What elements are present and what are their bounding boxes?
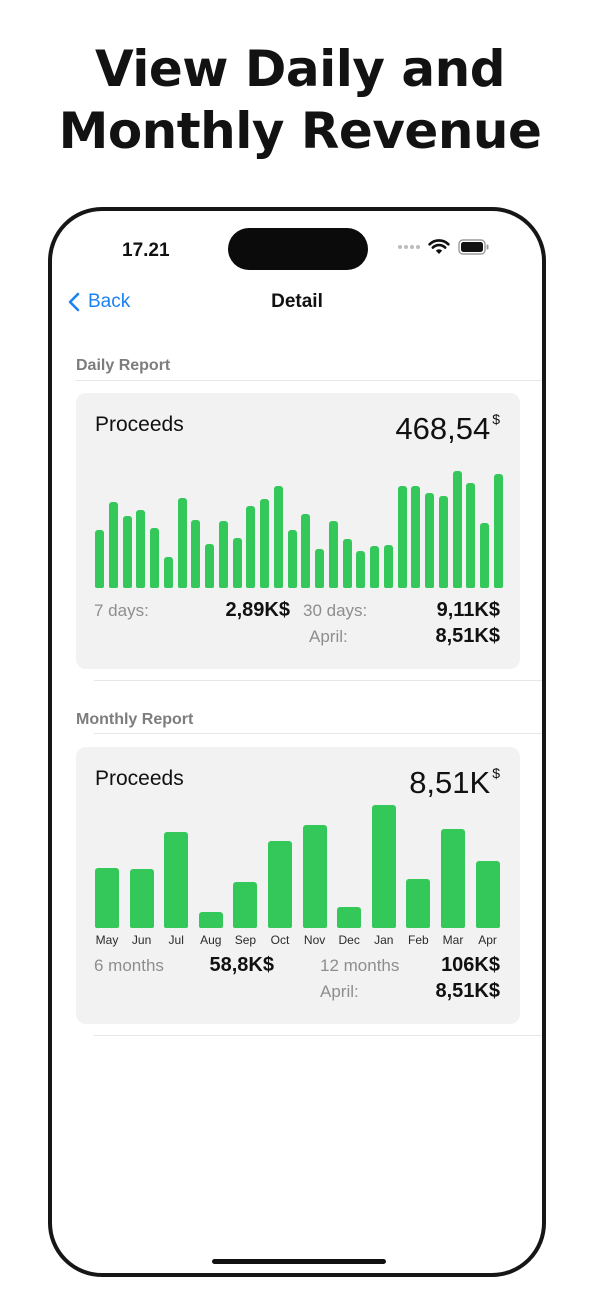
monthly-card-title: Proceeds	[95, 767, 184, 790]
month-tick-label: Aug	[200, 933, 222, 947]
dynamic-island	[228, 228, 368, 270]
chart-bar-18	[328, 520, 338, 588]
month-tick-label: Nov	[303, 933, 326, 947]
chart-bar-24	[411, 486, 421, 588]
daily-30-days-value: 9,11K$	[436, 599, 500, 621]
monthly-month-label: April:	[320, 982, 359, 1001]
daily-report-card[interactable]: Proceeds 468,54 $ 7 days: 2,89K$ 30 days:…	[76, 393, 520, 669]
chevron-left-icon	[68, 292, 80, 312]
status-icons	[398, 239, 490, 255]
daily-month-label: April:	[309, 627, 348, 646]
cellular-signal-icon	[398, 245, 420, 249]
chart-bar-28	[466, 482, 476, 588]
home-indicator[interactable]	[212, 1259, 386, 1264]
month-tick-label: Jan	[374, 933, 394, 947]
chart-bar-1	[95, 530, 104, 588]
battery-icon	[458, 239, 489, 255]
chart-bar-21	[370, 546, 379, 588]
chart-bar-mar	[441, 829, 465, 928]
chart-bar-13	[260, 498, 269, 588]
chart-bar-aug	[198, 911, 223, 928]
monthly-6-months-label: 6 months	[94, 956, 164, 975]
chart-bar-5	[150, 527, 159, 588]
month-tick-label: Oct	[270, 933, 290, 947]
divider	[76, 380, 542, 381]
chart-bar-29	[480, 523, 489, 588]
daily-7-days-label: 7 days:	[94, 601, 149, 620]
month-tick-label: Jun	[131, 933, 152, 947]
daily-card-title: Proceeds	[95, 413, 184, 436]
chart-bar-17	[315, 548, 324, 588]
month-tick-label: Jul	[168, 933, 184, 947]
chart-bar-20	[356, 550, 366, 588]
chart-bar-dec	[337, 907, 362, 928]
monthly-month-value: 8,51K$	[435, 980, 501, 1002]
chart-bar-4	[136, 510, 146, 588]
month-tick-label: Sep	[234, 933, 257, 947]
chart-bar-10	[218, 520, 228, 588]
chart-bar-8	[191, 519, 201, 588]
status-time: 17.21	[122, 240, 170, 261]
wifi-icon	[428, 239, 450, 254]
divider	[94, 680, 542, 681]
chart-bar-3	[122, 516, 132, 588]
monthly-report-card[interactable]: Proceeds 8,51K $ 6 months 58,8K$ 12 month…	[76, 747, 520, 1024]
phone-frame: 17.21 Back Detail Daily Report Proceeds …	[48, 207, 546, 1277]
back-button[interactable]: Back	[68, 291, 130, 313]
monthly-6-months-value: 58,8K$	[209, 954, 275, 976]
chart-bar-12	[246, 505, 256, 588]
month-tick-label: Dec	[338, 933, 360, 947]
monthly-report-section-label: Monthly Report	[76, 711, 194, 728]
month-tick-label: Apr	[478, 933, 497, 947]
chart-bar-27	[452, 471, 462, 588]
monthly-12-months-label: 12 months	[320, 956, 400, 975]
chart-bar-25	[425, 493, 434, 588]
chart-bar-11	[232, 538, 242, 588]
headline-line-1: View Daily and	[94, 40, 506, 98]
daily-month-value: 8,51K$	[435, 625, 501, 647]
monthly-12-months-value: 106K$	[441, 954, 500, 976]
chart-bar-14	[273, 486, 283, 588]
chart-bar-feb	[406, 879, 431, 928]
month-tick-label: May	[95, 933, 119, 947]
chart-bar-15	[287, 530, 297, 588]
monthly-proceeds-value: 8,51K $	[409, 764, 500, 800]
daily-report-section-label: Daily Report	[76, 357, 171, 374]
headline-line-2: Monthly Revenue	[58, 102, 542, 160]
chart-bar-jul	[164, 831, 189, 928]
chart-bar-may	[95, 867, 119, 928]
chart-bar-7	[177, 497, 187, 588]
chart-bar-2	[108, 502, 118, 588]
chart-bar-oct	[268, 840, 292, 928]
back-label: Back	[88, 291, 131, 312]
month-tick-label: Feb	[408, 933, 429, 947]
chart-bar-9	[205, 543, 214, 588]
daily-7-days-value: 2,89K$	[225, 599, 291, 621]
chart-bar-jun	[129, 868, 154, 928]
chart-bar-apr	[475, 860, 500, 928]
page-title: Detail	[271, 291, 323, 312]
chart-bar-16	[301, 513, 311, 588]
chart-bar-jan	[371, 805, 396, 928]
chart-bar-22	[383, 545, 393, 588]
divider	[94, 1035, 542, 1036]
chart-bar-23	[397, 486, 407, 588]
divider	[94, 733, 542, 734]
daily-proceeds-value: 468,54 $	[395, 410, 500, 446]
chart-bar-nov	[302, 824, 327, 928]
chart-bar-26	[438, 496, 448, 588]
daily-30-days-label: 30 days:	[303, 601, 368, 620]
chart-bar-30	[493, 474, 503, 588]
chart-bar-19	[342, 539, 352, 588]
chart-bar-sep	[233, 881, 258, 928]
page-headline: View Daily and Monthly Revenue	[0, 38, 600, 162]
chart-bar-6	[163, 556, 173, 588]
month-tick-label: Mar	[442, 933, 464, 947]
